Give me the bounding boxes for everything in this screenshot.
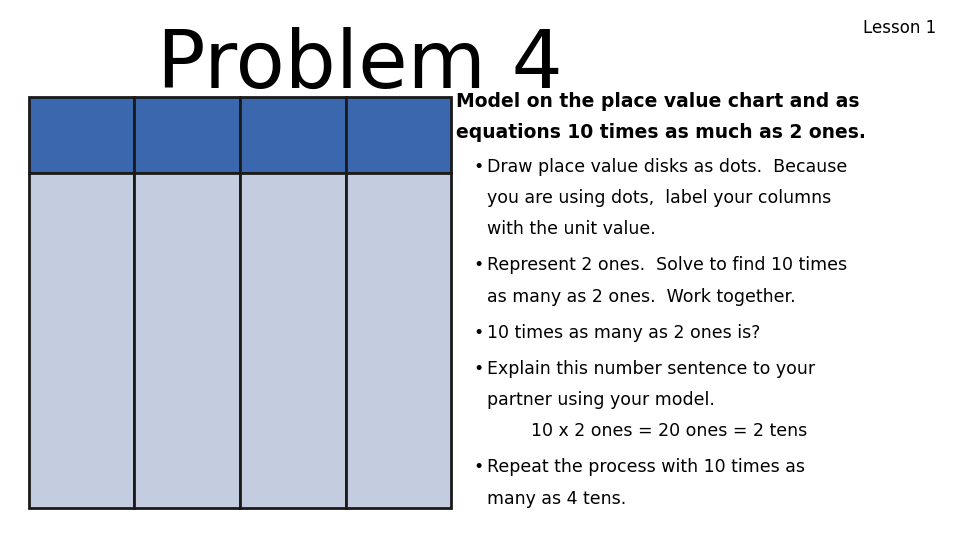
Text: •: • [473, 158, 484, 176]
Text: as many as 2 ones.  Work together.: as many as 2 ones. Work together. [487, 287, 795, 306]
Text: 10 times as many as 2 ones is?: 10 times as many as 2 ones is? [487, 323, 760, 342]
Text: partner using your model.: partner using your model. [487, 391, 714, 409]
Text: Explain this number sentence to your: Explain this number sentence to your [487, 360, 815, 377]
Text: 10 x 2 ones = 20 ones = 2 tens: 10 x 2 ones = 20 ones = 2 tens [487, 422, 807, 440]
Text: Model on the place value chart and as: Model on the place value chart and as [456, 92, 859, 111]
Text: equations 10 times as much as 2 ones.: equations 10 times as much as 2 ones. [456, 123, 866, 142]
Text: with the unit value.: with the unit value. [487, 220, 656, 238]
Text: Repeat the process with 10 times as: Repeat the process with 10 times as [487, 458, 804, 476]
Text: •: • [473, 323, 484, 342]
Text: you are using dots,  label your columns: you are using dots, label your columns [487, 189, 831, 207]
Text: many as 4 tens.: many as 4 tens. [487, 490, 626, 508]
Text: Represent 2 ones.  Solve to find 10 times: Represent 2 ones. Solve to find 10 times [487, 256, 847, 274]
Text: •: • [473, 256, 484, 274]
Text: Lesson 1: Lesson 1 [863, 19, 936, 37]
Text: •: • [473, 458, 484, 476]
Text: Problem 4: Problem 4 [157, 27, 563, 105]
Text: •: • [473, 360, 484, 377]
Text: Draw place value disks as dots.  Because: Draw place value disks as dots. Because [487, 158, 847, 176]
